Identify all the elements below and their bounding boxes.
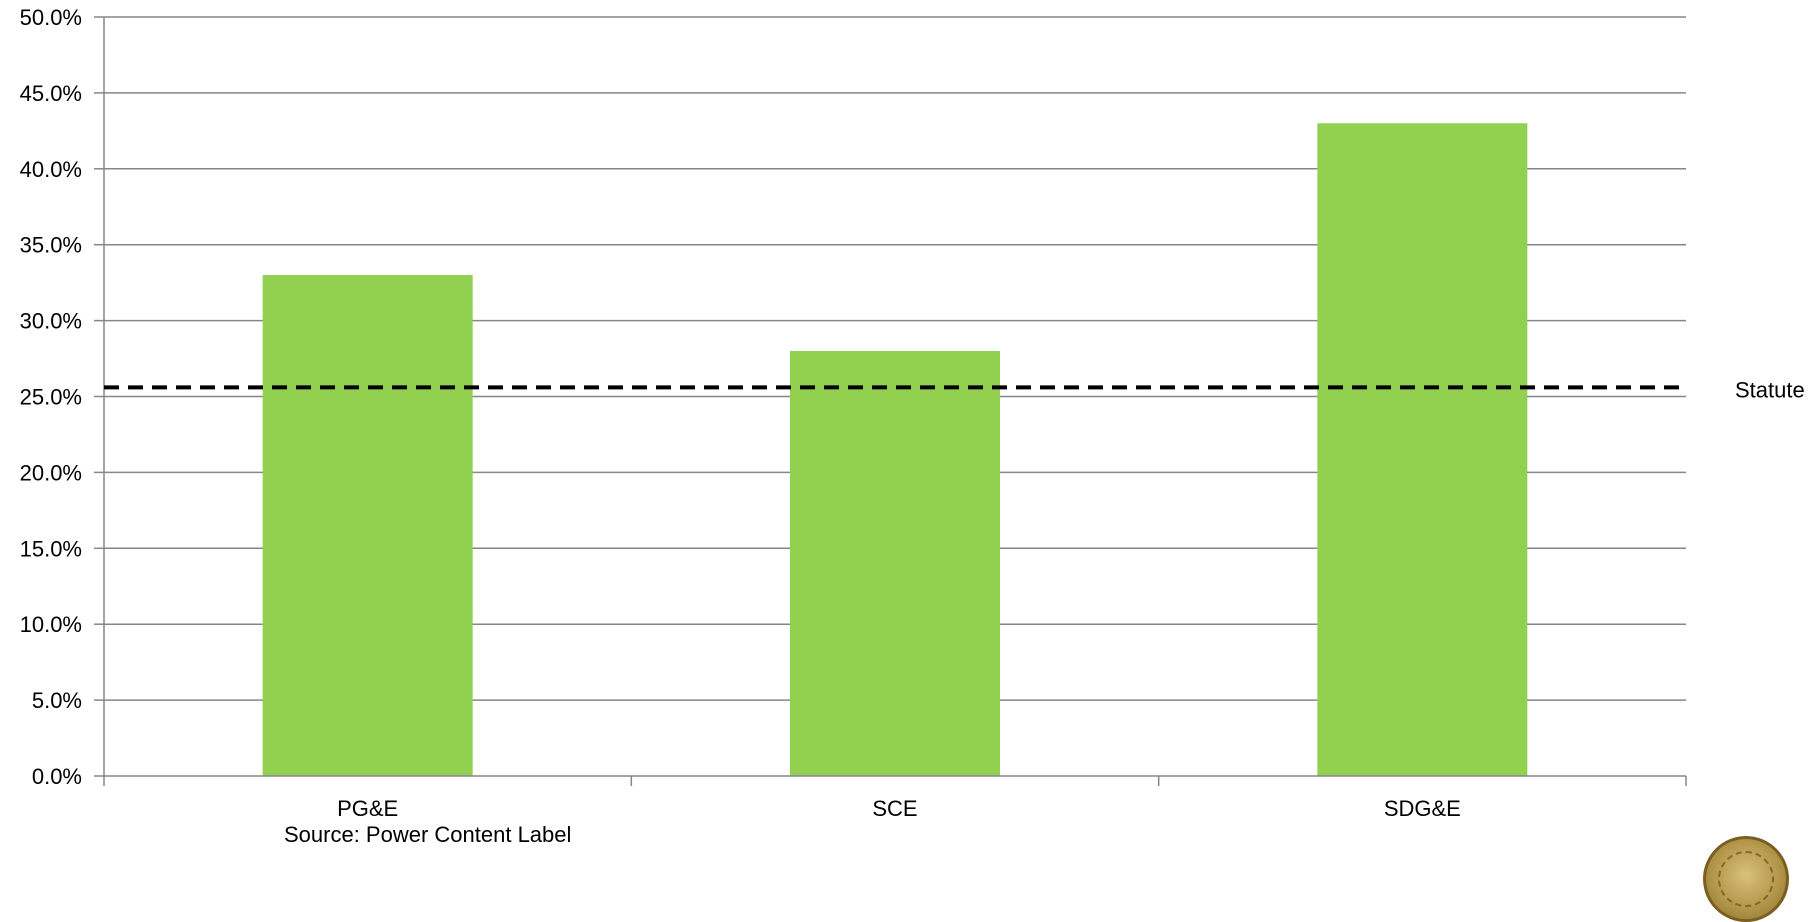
seal-icon: [1703, 836, 1789, 922]
reference-line-label: Statute: [1735, 377, 1805, 402]
bar-SCE: [790, 350, 1000, 776]
y-tick-label: 25.0%: [20, 385, 82, 410]
y-tick-label: 30.0%: [20, 309, 82, 334]
x-tick-label: PG&E: [337, 796, 398, 821]
y-tick-label: 10.0%: [20, 612, 82, 637]
y-tick-label: 20.0%: [20, 460, 82, 485]
x-tick-label: SCE: [872, 796, 917, 821]
bar-SDG&E: [1317, 123, 1528, 776]
y-tick-label: 40.0%: [20, 157, 82, 182]
x-tick-label: SDG&E: [1384, 796, 1461, 821]
y-tick-label: 0.0%: [32, 764, 82, 789]
bar-chart: 0.0% 5.0% 10.0% 15.0% 20.0% 25.0% 30.0% 35.0% 40…: [20, 5, 1805, 821]
y-tick-label: 45.0%: [20, 81, 82, 106]
y-tick-label: 5.0%: [32, 688, 82, 713]
y-tick-label: 15.0%: [20, 536, 82, 561]
y-tick-label: 35.0%: [20, 233, 82, 258]
source-note: Source: Power Content Label: [284, 822, 572, 847]
bar-PG&E: [262, 275, 473, 776]
y-tick-label: 50.0%: [20, 5, 82, 30]
